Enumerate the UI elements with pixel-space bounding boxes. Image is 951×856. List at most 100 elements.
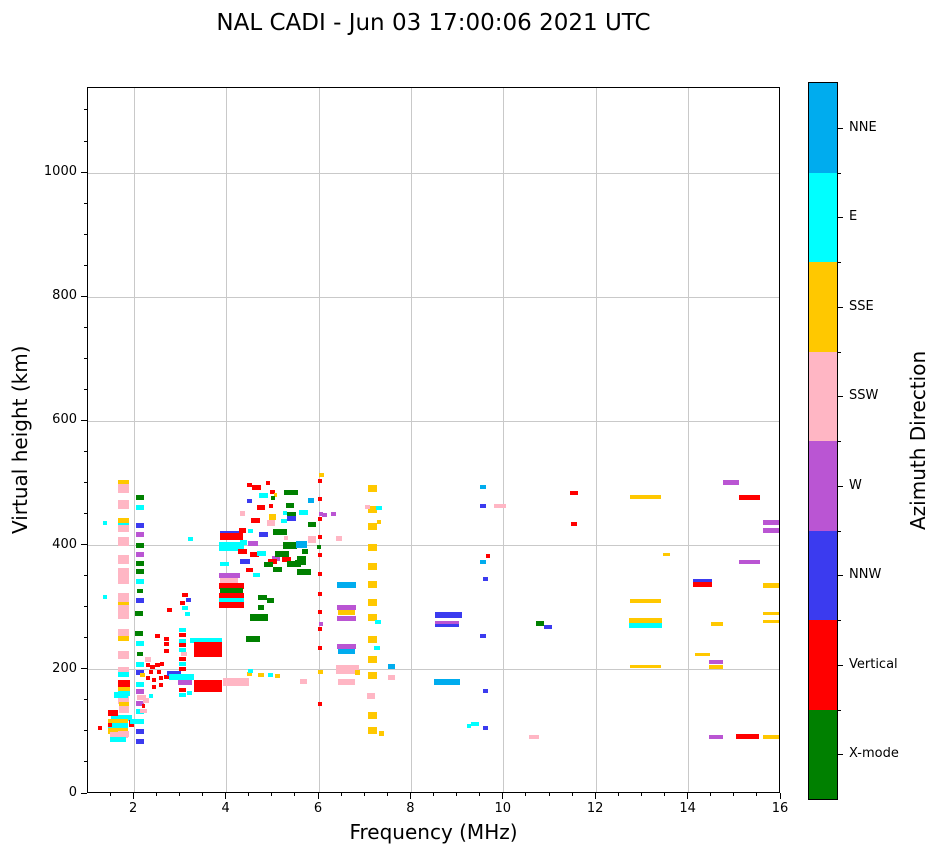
data-point [317,646,322,651]
data-point [281,518,287,523]
data-point [180,652,188,657]
y-tick-label: 600 [52,412,77,428]
data-point [164,674,169,679]
data-point [466,723,472,728]
data-point [316,544,322,549]
data-point [480,485,486,490]
data-point [154,663,160,668]
data-point [319,511,324,516]
y-axis-tick [84,513,87,515]
legend-segment-vertical [809,620,837,710]
y-axis-tick [81,295,87,297]
data-point [273,492,278,497]
data-point [179,661,186,666]
legend-label: SSE [849,298,874,314]
data-point [107,723,112,728]
data-point [252,484,261,490]
x-axis-tick [109,793,111,796]
x-tick-label: 12 [586,801,604,816]
data-point [317,497,322,502]
data-point [219,533,243,541]
x-axis-tick [664,793,665,796]
data-point [629,495,662,500]
data-point [286,516,296,522]
data-point [722,479,740,485]
y-tick-label: 800 [52,288,77,304]
data-point [270,496,275,501]
colorbar-tick [838,485,843,487]
y-axis-tick [84,450,87,452]
data-point [130,718,144,724]
data-point [331,511,337,516]
data-point [258,604,265,610]
grid-line-x [503,88,505,792]
data-point [267,519,275,526]
x-axis-tick [248,793,250,796]
data-point [179,666,186,671]
data-point [762,519,779,525]
data-point [284,489,299,495]
legend-segment-sse [809,262,837,352]
plot-area [87,87,780,793]
data-point [308,535,316,543]
y-axis-tick [84,761,87,763]
data-point [336,536,342,542]
y-axis-tick [84,388,87,390]
x-tick-label: 10 [494,801,512,816]
data-point [118,695,129,704]
data-point [337,605,357,611]
data-point [107,723,129,730]
y-axis-tick [84,326,87,328]
data-point [218,598,244,604]
grid-line-y [88,296,779,298]
data-point [148,693,154,698]
data-point [194,680,222,689]
data-point [108,710,119,717]
data-point [246,635,260,642]
y-axis-tick [84,606,87,608]
data-point [662,552,671,556]
data-point [480,503,486,508]
data-point [135,661,144,667]
data-point [218,592,244,599]
data-point [247,669,254,674]
legend-label: Vertical [849,656,898,672]
data-point [367,485,377,492]
x-axis-tick [340,793,342,796]
legend-segment-e [809,172,837,262]
x-axis-tick [409,793,411,799]
x-tick-label: 2 [129,801,138,816]
data-point [366,692,375,699]
data-point [118,635,129,641]
colorbar-tick [838,664,843,666]
x-axis-tick [363,793,365,796]
data-point [134,610,143,616]
data-point [118,601,129,608]
data-point [178,680,192,686]
y-axis-label: Virtual height (km) [8,345,32,535]
grid-line-y [88,669,779,671]
data-point [247,672,252,677]
colorbar-tick [838,754,843,756]
legend-segment-ssw [809,351,837,441]
data-point [317,572,322,577]
data-point [154,634,160,639]
data-point [337,678,356,685]
data-point [482,688,489,693]
grid-line-y [88,420,779,422]
x-tick-label: 6 [313,801,323,816]
data-point [164,642,169,647]
data-point [159,661,165,666]
x-axis-tick [594,793,596,799]
x-axis-tick [571,793,573,796]
data-point [150,665,155,670]
x-axis-tick [456,793,458,796]
x-axis-tick [155,793,157,796]
colorbar-tick [838,217,843,219]
data-point [179,693,186,698]
legend-label: X-mode [849,746,899,762]
data-point [570,521,578,526]
data-point [282,556,292,562]
data-point [219,561,229,566]
data-point [239,540,248,546]
